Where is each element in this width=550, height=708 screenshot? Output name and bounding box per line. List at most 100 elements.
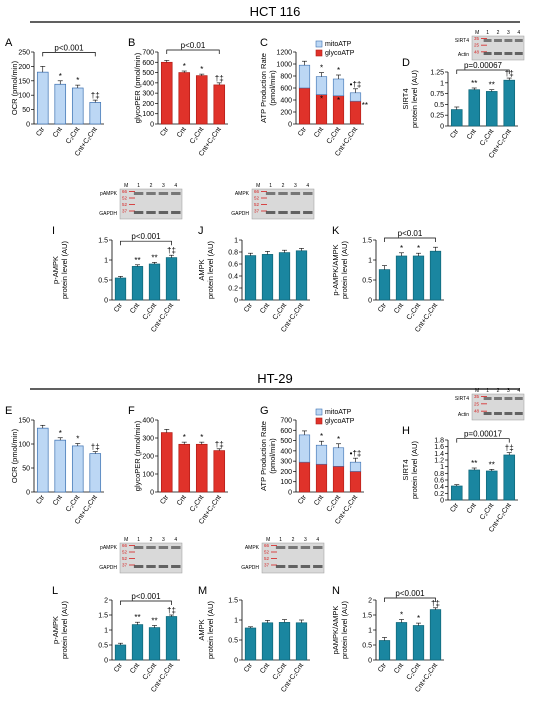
chart-panel-G: G 0 100 200 300 400 500 600 700 ATP Production Ra… (259, 405, 364, 526)
lane-label: M (266, 537, 270, 543)
marker-weight: 35 (474, 36, 480, 41)
y-tick-label: 200 (280, 110, 292, 117)
bar (213, 84, 226, 125)
band (133, 192, 144, 195)
band (275, 546, 286, 549)
significance-mark: †‡ (431, 599, 440, 608)
marker-weight: 48 (474, 409, 480, 414)
y-tick-label: 500 (280, 438, 292, 445)
bar (261, 622, 274, 661)
significance-mark: * (200, 65, 203, 74)
y-axis-label: ATP Production Rate (259, 53, 268, 123)
legend-swatch (315, 49, 323, 57)
bar (295, 622, 308, 661)
band (290, 192, 301, 195)
bar-glycoATP (298, 87, 311, 125)
blot-band-label: SIRT4 (455, 396, 469, 402)
x-tick-label: Ctr (297, 126, 308, 138)
blot-band-label: AMPK (235, 191, 250, 197)
band (483, 52, 492, 55)
significance-mark: †‡ (215, 440, 224, 449)
bar-glycoATP (298, 461, 311, 493)
band (171, 565, 181, 568)
y-tick-label: 2 (104, 598, 108, 605)
significance-mark: †‡ (167, 246, 176, 255)
marker-weight: 52 (122, 556, 128, 561)
bar-mitoATP (349, 461, 362, 472)
x-tick-label: Ctr (243, 662, 254, 674)
significance-bracket (384, 237, 436, 242)
significance-mark: ** (151, 253, 157, 262)
y-tick-label: 0.6 (228, 262, 238, 269)
band (313, 565, 323, 568)
y-tick-label: 0.8 (434, 471, 444, 478)
bar-mitoATP (315, 444, 328, 465)
blot-band-label: pAMPK (100, 545, 118, 551)
band (514, 52, 523, 55)
section-title: HT-29 (257, 371, 292, 386)
lane-label: M (124, 183, 128, 189)
x-tick-label: C₂Cnt (272, 302, 288, 321)
y-tick-label: 100 (142, 472, 154, 479)
y-tick-label: 150 (18, 418, 30, 425)
x-tick-label: C₂Cnt (189, 126, 205, 145)
significance-mark: ** (471, 459, 477, 468)
x-tick-label: Ctr (159, 126, 170, 138)
bar (165, 257, 178, 301)
marker-weight: 35 (474, 394, 480, 399)
x-tick-label: Cnt (393, 302, 405, 315)
significance-mark: * (417, 244, 420, 253)
lane-label: 4 (517, 388, 520, 394)
lane-label: 2 (150, 537, 153, 543)
panel-letter: K (332, 225, 340, 237)
panel-letter: C (260, 37, 268, 49)
y-tick-label: 0.5 (228, 638, 238, 645)
band (265, 192, 276, 195)
band (288, 565, 298, 568)
y-tick-label: 1.5 (228, 598, 238, 605)
y-tick-label: 100 (280, 479, 292, 486)
western-blot: M 1 2 3 4 SIRT4 Actin 35 25 48 (455, 388, 525, 421)
bar (148, 263, 161, 301)
y-tick-label: 100 (18, 93, 30, 100)
y-tick-label: 0.5 (362, 643, 372, 650)
band (514, 39, 523, 42)
marker-weight: 52 (122, 196, 128, 201)
y-tick-label: 1 (234, 238, 238, 245)
x-tick-label: Ctr (159, 494, 170, 506)
y-tick-label: 0 (26, 122, 30, 129)
y-tick-label: 600 (280, 428, 292, 435)
x-tick-label: C₂Cnt (479, 128, 495, 147)
y-axis-label: protein level (AU) (206, 241, 215, 299)
band (158, 546, 169, 549)
bar (485, 91, 498, 127)
y-tick-label: 1 (440, 80, 444, 87)
x-tick-label: Cnt (176, 494, 188, 507)
chart-panel-L: L 0 0.5 1 1.5 2 p-AMPK protein level (AU) Ctr Cnt… (51, 537, 183, 694)
band (133, 546, 144, 549)
significance-mark: * (337, 96, 340, 105)
marker-weight: 52 (254, 196, 260, 201)
legend-swatch (315, 417, 323, 425)
y-tick-label: 800 (280, 74, 292, 81)
y-tick-label: 0 (104, 658, 108, 665)
y-tick-label: 1.25 (430, 70, 444, 77)
significance-mark: †‡ (91, 91, 100, 100)
lane-label: 3 (294, 183, 297, 189)
band (313, 546, 323, 549)
y-axis-label: p-AMPK (51, 616, 60, 644)
y-axis-label: AMPK (197, 619, 206, 640)
significance-mark: * (76, 76, 79, 85)
significance-mark: •†‡ (350, 449, 362, 458)
blot-band-label: pAMPK (100, 191, 118, 197)
bar (54, 83, 67, 125)
band (300, 565, 311, 568)
panel-letter: L (52, 585, 58, 597)
bar (485, 470, 498, 501)
band (133, 211, 144, 214)
band (146, 192, 156, 195)
band (494, 412, 502, 415)
